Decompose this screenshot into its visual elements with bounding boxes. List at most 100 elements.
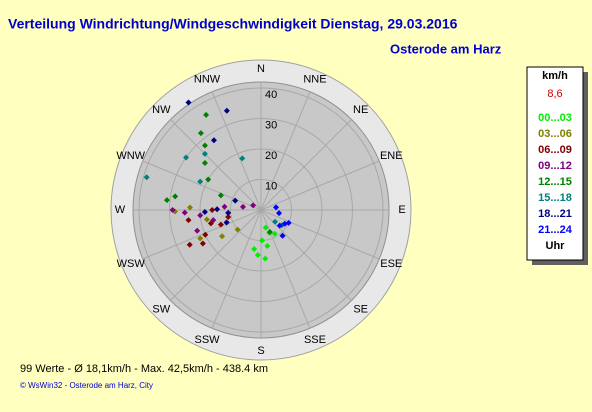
direction-label: NE [353,104,368,116]
point [281,220,288,227]
legend-entry: 00...03 [538,112,572,124]
direction-label: NNE [303,74,326,86]
point [285,219,292,226]
point [276,222,283,229]
legend-entry: 21...24 [538,224,573,236]
legend-entry: 03...06 [538,128,572,140]
r-tick-label: 30 [265,119,277,131]
legend-note: 8,6 [547,88,562,100]
legend-entry: 06...09 [538,144,572,156]
point [223,219,230,226]
legend-unit: km/h [542,70,568,82]
point [219,233,226,240]
point [251,246,258,253]
point [262,224,269,231]
direction-label: NNW [194,74,221,86]
spoke [142,209,262,260]
direction-label: SE [353,304,368,316]
point [225,213,232,220]
spoke [260,160,380,211]
point [239,155,246,162]
direction-label: SSW [195,334,221,346]
point [197,235,204,242]
point [201,142,208,149]
point [272,218,279,225]
direction-label: S [257,345,264,357]
point [234,226,241,233]
point [221,203,228,210]
point [279,232,286,239]
point [205,176,212,183]
spoke [260,209,380,260]
grid-ring [169,118,353,302]
spoke [260,209,311,329]
point [203,216,210,223]
direction-label: ENE [380,150,403,162]
point [223,107,230,114]
point [250,202,257,209]
point [172,193,179,200]
point [276,210,283,217]
spoke [211,209,262,329]
legend-box [526,66,584,261]
point [239,203,246,210]
spoke [211,91,262,211]
footer: 99 Werte - Ø 18,1km/h - Max. 42,5km/h - … [20,363,268,375]
spoke [142,160,262,211]
plot-area: N NNE NE ENE E ESE SE SSE S SSW SW WSW W WNW NW NNW 10 20… [115,63,406,357]
direction-label: WNW [116,150,145,162]
point [186,241,193,248]
point [273,204,280,211]
r-tick-label: 40 [265,89,277,101]
legend-entry: 12...15 [538,176,572,188]
point [197,130,204,137]
point [201,208,208,215]
direction-label: SW [152,304,170,316]
legend-entry: 09...12 [538,160,572,172]
point [209,207,216,213]
direction-label: W [115,204,126,216]
spoke [170,209,262,301]
point [185,99,192,106]
direction-label: E [398,204,405,216]
spoke [260,209,352,301]
point [169,207,176,213]
point [217,221,224,228]
point [202,231,209,238]
point [210,137,217,144]
point [197,178,204,185]
point [203,111,210,118]
spoke [260,119,352,211]
point [254,252,261,259]
r-tick-label: 20 [265,150,277,162]
grid-ring [199,148,323,272]
legend-entry: 15...18 [538,192,572,204]
point [232,197,239,204]
point [266,229,273,236]
point [262,255,269,262]
point [210,217,217,224]
chart-subtitle: Osterode am Harz [390,41,502,56]
point [225,209,232,216]
chart-title: Verteilung Windrichtung/Windgeschwindigk… [8,16,458,32]
point [259,237,266,244]
direction-label: NW [152,104,171,116]
point [264,243,271,250]
point [183,154,190,161]
spoke [170,119,262,211]
legend-footer: Uhr [546,240,566,252]
spoke [260,91,311,211]
point [143,174,150,181]
direction-label: ESE [380,258,402,270]
point [163,197,170,204]
point [181,209,188,216]
point [201,159,208,166]
point [199,240,206,247]
point [271,230,278,237]
direction-label: WSW [117,258,146,270]
point [185,217,192,224]
point [186,204,193,211]
point [217,192,224,199]
r-tick-label: 10 [265,180,277,192]
